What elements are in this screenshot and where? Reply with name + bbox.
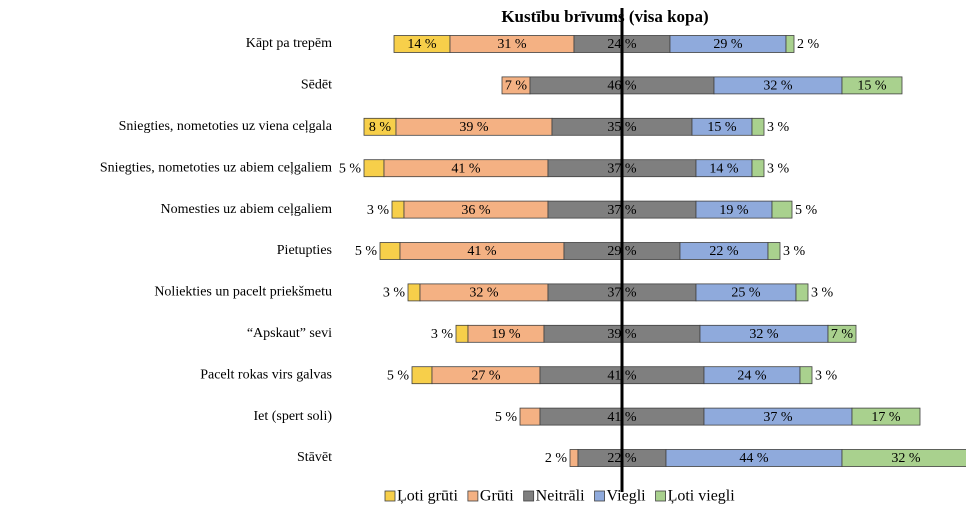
value-label: 3 % <box>367 203 390 218</box>
value-label: 3 % <box>431 327 454 342</box>
legend-label: Ļoti viegli <box>668 488 736 505</box>
value-label: 2 % <box>797 37 820 52</box>
legend-label: Grūti <box>480 488 514 505</box>
value-label: 3 % <box>815 368 838 383</box>
value-label: 29 % <box>713 37 743 52</box>
value-label: 44 % <box>739 451 769 466</box>
value-label: 37 % <box>763 410 793 425</box>
value-label: 3 % <box>767 120 790 135</box>
value-label: 7 % <box>505 79 528 94</box>
value-label: 22 % <box>709 244 739 259</box>
legend-swatch <box>655 490 666 502</box>
chart-title: Kustību brīvums (visa kopa) <box>501 7 708 26</box>
bar-segment <box>767 242 781 260</box>
value-label: 15 % <box>857 79 887 94</box>
value-label: 19 % <box>719 203 749 218</box>
bar-segment <box>785 35 795 53</box>
category-label: Stāvēt <box>297 450 332 465</box>
value-label: 8 % <box>369 120 392 135</box>
bar-segment <box>519 407 541 426</box>
value-label: 32 % <box>469 286 499 301</box>
category-label: Sniegties, nometoties uz viena ceļgala <box>119 119 333 134</box>
value-label: 5 % <box>387 368 410 383</box>
value-label: 5 % <box>339 161 362 176</box>
value-label: 25 % <box>731 286 761 301</box>
value-label: 3 % <box>783 244 806 259</box>
bar-segment <box>455 324 469 343</box>
value-label: 14 % <box>407 37 437 52</box>
value-label: 3 % <box>767 161 790 176</box>
legend-label: Neitrāli <box>536 488 585 505</box>
category-label: Pacelt rokas virs galvas <box>200 367 332 382</box>
category-label: Sēdēt <box>301 78 332 93</box>
legend-swatch <box>594 490 605 502</box>
value-label: 32 % <box>891 451 921 466</box>
bar-segment <box>841 449 966 467</box>
category-label: Pietupties <box>277 243 332 258</box>
value-label: 3 % <box>811 286 834 301</box>
value-label: 41 % <box>467 244 497 259</box>
category-label: Noliekties un pacelt priekšmetu <box>154 285 332 300</box>
legend-swatch <box>467 490 479 502</box>
bar-segment <box>379 242 401 260</box>
bar-segment <box>407 283 421 302</box>
value-label: 14 % <box>709 161 739 176</box>
value-label: 5 % <box>495 410 518 425</box>
bar-segment <box>391 200 405 219</box>
value-label: 17 % <box>871 410 901 425</box>
bar-segment <box>851 407 921 426</box>
bar-segment <box>411 366 433 385</box>
value-label: 2 % <box>545 451 568 466</box>
value-label: 5 % <box>795 203 818 218</box>
bar-segment <box>751 117 765 136</box>
value-label: 5 % <box>355 244 378 259</box>
value-label: 24 % <box>737 368 767 383</box>
value-label: 36 % <box>461 203 491 218</box>
value-label: 31 % <box>497 37 527 52</box>
bar-segment <box>795 283 809 302</box>
bar-segment <box>841 76 903 95</box>
bar-segment <box>569 449 579 467</box>
value-label: 19 % <box>491 327 521 342</box>
value-label: 32 % <box>763 79 793 94</box>
legend-swatch <box>523 490 535 502</box>
value-label: 27 % <box>471 368 501 383</box>
value-label: 15 % <box>707 120 737 135</box>
bar-segment <box>751 159 765 178</box>
value-label: 7 % <box>831 327 854 342</box>
bar-segment <box>771 200 793 219</box>
legend-swatch <box>384 490 396 502</box>
bar-segment <box>363 159 385 178</box>
category-label: “Apskaut” sevi <box>247 326 332 341</box>
bar-segment <box>827 324 857 343</box>
bar-segment <box>799 366 813 385</box>
value-label: 39 % <box>459 120 489 135</box>
category-label: Nomesties uz abiem ceļgaliem <box>161 202 333 217</box>
value-label: 32 % <box>749 327 779 342</box>
value-label: 3 % <box>383 286 406 301</box>
category-label: Kāpt pa trepēm <box>246 36 332 51</box>
value-label: 41 % <box>451 161 481 176</box>
legend-label: Ļoti grūti <box>397 488 458 505</box>
category-label: Iet (spert soli) <box>253 409 332 424</box>
category-label: Sniegties, nometoties uz abiem ceļgaliem <box>100 160 332 175</box>
legend-label: Viegli <box>607 488 647 505</box>
